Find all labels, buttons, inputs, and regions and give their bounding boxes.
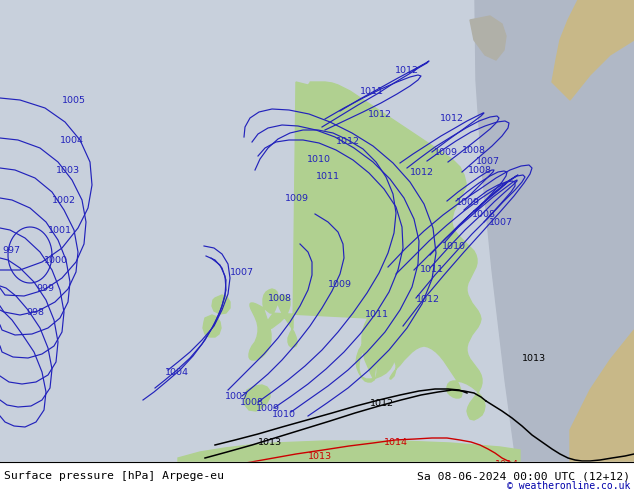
Text: 1014: 1014 [175, 469, 199, 478]
Text: 1007: 1007 [225, 392, 249, 401]
Text: 1013: 1013 [258, 438, 282, 447]
Polygon shape [249, 82, 485, 420]
Text: 1012: 1012 [416, 295, 440, 304]
Text: 1009: 1009 [328, 280, 352, 289]
Text: 1012: 1012 [410, 168, 434, 177]
Polygon shape [475, 0, 634, 490]
Text: 1000: 1000 [44, 256, 68, 265]
Text: 1012: 1012 [370, 399, 394, 408]
Text: 1007: 1007 [489, 218, 513, 227]
Polygon shape [570, 330, 634, 490]
Text: 1002: 1002 [52, 196, 76, 205]
Polygon shape [470, 16, 506, 60]
Text: 998: 998 [26, 308, 44, 317]
Text: 1008: 1008 [468, 166, 492, 175]
Polygon shape [0, 462, 634, 490]
Text: 999: 999 [36, 284, 54, 293]
Text: 1012: 1012 [395, 66, 419, 75]
Text: 1008: 1008 [268, 294, 292, 303]
Text: 1012: 1012 [336, 137, 360, 146]
Text: 1010: 1010 [307, 155, 331, 164]
Text: 1014: 1014 [570, 474, 594, 483]
Polygon shape [178, 441, 520, 490]
Text: 1009: 1009 [256, 404, 280, 413]
Polygon shape [203, 315, 221, 337]
Text: 1004: 1004 [165, 368, 189, 377]
Polygon shape [552, 0, 634, 100]
Text: 1011: 1011 [365, 310, 389, 319]
Text: 1013: 1013 [522, 354, 546, 363]
Text: 1003: 1003 [56, 166, 80, 175]
Text: 1014: 1014 [495, 460, 519, 469]
Text: 1007: 1007 [230, 268, 254, 277]
Text: 1005: 1005 [62, 96, 86, 105]
Text: 1011: 1011 [420, 265, 444, 274]
Text: 1007: 1007 [476, 157, 500, 166]
Text: Sa 08-06-2024 00:00 UTC (12+12): Sa 08-06-2024 00:00 UTC (12+12) [417, 471, 630, 481]
Text: 1010: 1010 [272, 410, 296, 419]
Text: 1001: 1001 [48, 226, 72, 235]
Text: 1008: 1008 [462, 146, 486, 155]
Text: 1008: 1008 [240, 398, 264, 407]
Text: 1011: 1011 [316, 172, 340, 181]
Text: 1011: 1011 [360, 87, 384, 96]
Text: 1014: 1014 [384, 438, 408, 447]
Text: 1009: 1009 [434, 148, 458, 157]
Text: 1012: 1012 [368, 110, 392, 119]
Text: 997: 997 [2, 245, 20, 254]
Text: Surface pressure [hPa] Arpege-eu: Surface pressure [hPa] Arpege-eu [4, 471, 224, 481]
Text: 1013: 1013 [308, 452, 332, 461]
Text: 1009: 1009 [285, 194, 309, 203]
Text: 1004: 1004 [60, 136, 84, 145]
Text: 1012: 1012 [440, 114, 464, 123]
Text: 1009: 1009 [456, 198, 480, 207]
Text: © weatheronline.co.uk: © weatheronline.co.uk [507, 481, 630, 490]
Polygon shape [212, 295, 230, 314]
Polygon shape [244, 385, 270, 411]
Text: 1008: 1008 [472, 210, 496, 219]
Text: 1010: 1010 [442, 242, 466, 251]
